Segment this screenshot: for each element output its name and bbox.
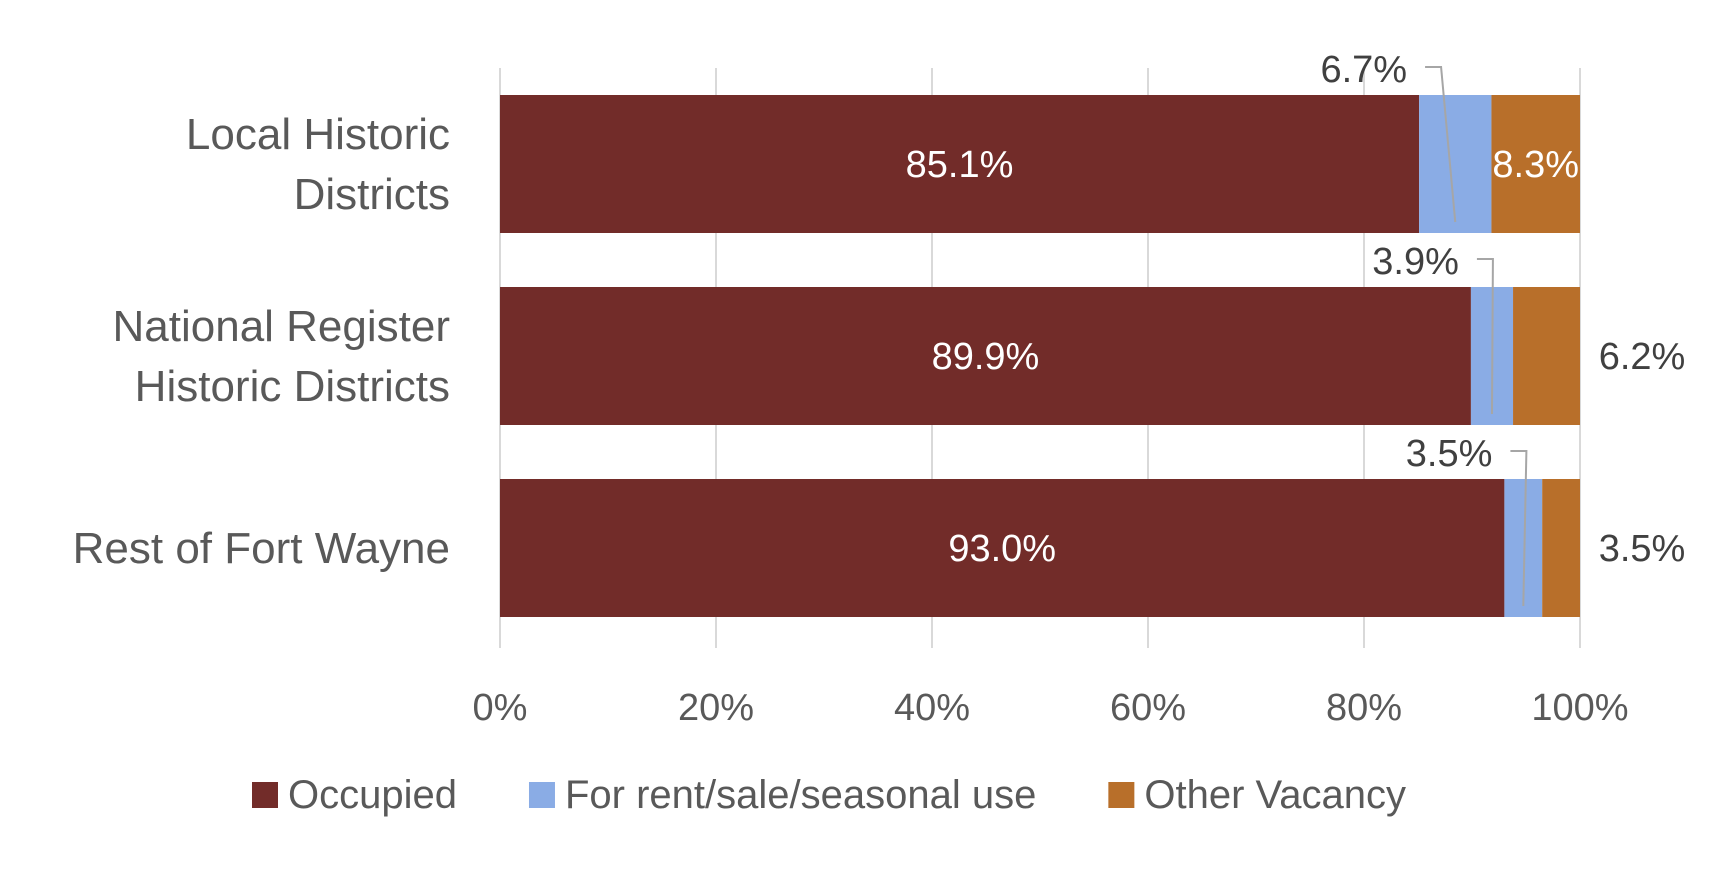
legend-label: For rent/sale/seasonal use	[565, 773, 1036, 817]
category-label: Rest of Fort Wayne	[73, 524, 450, 573]
leader-line	[1510, 450, 1528, 607]
data-label-for-rent: 3.5%	[1406, 433, 1493, 475]
bar-occupied	[500, 479, 1505, 617]
category-label: Local Historic	[186, 110, 450, 159]
data-label-other-vacancy: 3.5%	[1599, 528, 1686, 570]
legend-swatch	[528, 782, 555, 808]
category-label: Historic Districts	[135, 362, 450, 411]
data-labels: 85.1% 6.7% 8.3% 89.9% 3.9% 6.2% 93.0% 3.5% 3.5%	[906, 49, 1686, 607]
data-label-occupied: 85.1%	[906, 144, 1014, 186]
bar-occupied	[500, 287, 1471, 425]
x-tick-label: 100%	[1531, 687, 1628, 729]
bar-other-vacancy	[1491, 95, 1580, 233]
x-tick-label: 60%	[1110, 687, 1186, 729]
data-label-other-vacancy: 8.3%	[1492, 144, 1579, 186]
bar-other-vacancy	[1513, 287, 1580, 425]
category-label: National Register	[113, 302, 451, 351]
axes: 0% 20% 40% 60% 80% 100% Local Historic District…	[73, 110, 1629, 729]
bar-other-vacancy	[1542, 479, 1580, 617]
bars	[500, 95, 1580, 617]
data-label-for-rent: 3.9%	[1372, 241, 1459, 283]
bar-for-rent-sale-seasonal-use	[1419, 95, 1492, 233]
data-label-occupied: 89.9%	[932, 336, 1040, 378]
bar-occupied	[500, 95, 1420, 233]
data-label-occupied: 93.0%	[948, 528, 1056, 570]
legend-label: Other Vacancy	[1144, 773, 1406, 817]
category-label: Districts	[294, 170, 450, 219]
legend-label: Occupied	[288, 773, 457, 817]
leader-line	[1425, 66, 1457, 223]
legend-swatch	[1108, 782, 1135, 808]
x-tick-label: 40%	[894, 687, 970, 729]
x-tick-label: 20%	[678, 687, 754, 729]
x-tick-label: 0%	[473, 687, 528, 729]
leader-line	[1476, 258, 1494, 415]
legend: Occupied For rent/sale/seasonal use Other …	[252, 773, 1406, 817]
legend-swatch	[252, 782, 278, 808]
data-label-for-rent: 6.7%	[1320, 49, 1407, 91]
data-label-other-vacancy: 6.2%	[1599, 336, 1686, 378]
x-tick-label: 80%	[1326, 687, 1402, 729]
